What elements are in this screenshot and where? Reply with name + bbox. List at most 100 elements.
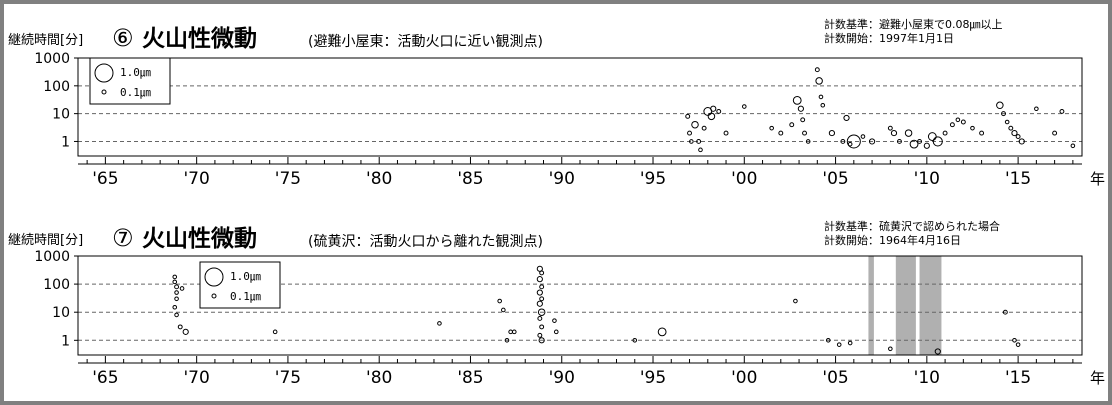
- panel6-data-point-3: [691, 120, 699, 129]
- panel6-xtick-label-2010: '10: [914, 169, 940, 189]
- panel6-data-point-48: [1001, 111, 1006, 117]
- panel7-plot-frame: [77, 255, 1083, 356]
- panel7-data-point-34: [825, 338, 831, 343]
- panel7-data-point-38: [934, 348, 941, 355]
- panel6-data-point-55: [1052, 130, 1058, 136]
- panel7-data-point-30: [553, 329, 559, 335]
- panel7-data-point-7: [179, 286, 185, 291]
- panel6-xtick-label-1995: '95: [640, 169, 666, 189]
- panel6-data-point-13: [769, 125, 774, 131]
- panel7-xtick-label-1970: '70: [183, 368, 209, 388]
- panel6-note-criterion: 計数基準：避難小屋東で0.08㎛以上: [824, 17, 1003, 31]
- panel6-data-point-10: [716, 108, 722, 114]
- panel6-xtick-label-1965: '65: [92, 169, 118, 189]
- panel7-data-point-25: [537, 315, 543, 321]
- panel6-data-point-41: [942, 130, 948, 136]
- panel6-data-point-50: [1008, 125, 1014, 131]
- panel7-legend-label-small: 0.1㎛: [230, 290, 261, 303]
- panel7-data-point-29: [552, 318, 557, 323]
- panel7-ytick-label-100: 100: [43, 277, 70, 293]
- panel7-data-point-11: [437, 321, 442, 326]
- panel6-ylabel: 継続時間[分]: [8, 33, 83, 48]
- panel6-subtitle: (避難小屋東：活動火口に近い観測点): [308, 33, 543, 50]
- panel7-data-point-23: [536, 300, 543, 307]
- panel7-data-point-27: [537, 332, 543, 338]
- panel7-data-point-20: [539, 284, 545, 290]
- panel6-data-point-52: [1015, 134, 1021, 140]
- panel6-data-point-7: [703, 107, 713, 116]
- panel6-xtick-label-2000: '00: [731, 169, 757, 189]
- panel6-xtick-label-1985: '85: [457, 169, 483, 189]
- panel7-data-point-35: [836, 342, 842, 347]
- panel7-data-point-40: [1012, 338, 1017, 343]
- panel6-data-point-14: [778, 130, 784, 136]
- panel6-ytick-label-100: 100: [43, 79, 70, 95]
- panel7-xtick-label-1965: '65: [92, 368, 118, 388]
- panel7-data-point-39: [1002, 309, 1008, 315]
- panel6-data-point-6: [701, 125, 707, 131]
- panel7-data-point-4: [174, 296, 179, 302]
- panel7-note-start: 計数開始：1964年4月16日: [824, 233, 961, 247]
- panel6-data-point-18: [800, 117, 806, 123]
- panel7-data-point-33: [793, 298, 798, 304]
- panel6-data-point-25: [828, 129, 836, 137]
- panel7-xtick-label-1985: '85: [457, 368, 483, 388]
- panel7-data-point-3: [174, 290, 179, 295]
- panel6-data-point-44: [960, 119, 966, 125]
- panel7-note-criterion: 計数基準：硫黄沢で認められた場合: [824, 219, 1000, 233]
- panel7-data-point-5: [172, 304, 178, 310]
- panel6-data-point-5: [698, 147, 703, 153]
- panel6-data-point-23: [818, 94, 824, 100]
- panel7-x-unit: 年: [1090, 369, 1105, 387]
- panel6-data-point-34: [897, 139, 902, 144]
- panel6-legend-marker-small: [101, 89, 107, 95]
- panel7-legend-label-large: 1.0㎛: [230, 270, 261, 283]
- panel6-data-point-39: [927, 132, 937, 141]
- panel7-data-point-26: [539, 324, 545, 330]
- panel7-subtitle: (硫黄沢：活動火口から離れた観測点): [308, 233, 543, 250]
- panel7-ytick-label-1000: 1000: [34, 249, 70, 265]
- panel6-data-point-29: [846, 134, 861, 149]
- panel6-note-start: 計数開始：1997年1月1日: [824, 31, 954, 45]
- panel7-shaded-period-2: [919, 256, 942, 355]
- panel6-ytick-label-1: 1: [61, 134, 70, 150]
- tremor-charts: 継続時間[分] ⑥ 火山性微動 (避難小屋東：活動火口に近い観測点) 計数基準：避難小屋…: [8, 17, 1105, 388]
- panel6-xtick-label-2015: '15: [1005, 169, 1031, 189]
- panel6-title: 火山性微動: [142, 25, 257, 52]
- panel6-data-point-56: [1059, 108, 1065, 114]
- panel7-xtick-label-2010: '10: [914, 368, 940, 388]
- panel7-data-point-2: [174, 284, 180, 290]
- panel6-data-point-38: [923, 142, 930, 149]
- panel7-data-point-1: [172, 279, 178, 285]
- panel6-data-point-31: [868, 138, 876, 145]
- panel7-xtick-label-1995: '95: [640, 368, 666, 388]
- panel7-data-point-15: [511, 329, 517, 335]
- panel6-data-point-54: [1034, 106, 1039, 112]
- panel6-data-point-51: [1011, 129, 1018, 137]
- panel6-data-point-35: [904, 129, 913, 137]
- panel6-ytick-label-1000: 1000: [34, 51, 70, 67]
- panel7-data-point-8: [177, 324, 183, 330]
- panel7-xtick-label-2015: '15: [1005, 368, 1031, 388]
- panel6-data-point-57: [1070, 143, 1076, 149]
- panel7-xtick-label-2005: '05: [822, 368, 848, 388]
- panel6-data-point-8: [707, 112, 716, 121]
- panel6-xtick-label-1990: '90: [549, 169, 575, 189]
- panel7-data-point-19: [536, 276, 543, 283]
- panel6-data-point-15: [789, 122, 795, 128]
- panel6-data-point-49: [1004, 119, 1010, 125]
- panel7-xtick-label-2000: '00: [731, 368, 757, 388]
- panel6-data-point-24: [820, 102, 826, 108]
- panel6-legend-label-large: 1.0㎛: [120, 66, 151, 79]
- panel6-x-unit: 年: [1090, 170, 1105, 188]
- panel6-data-point-43: [955, 117, 961, 123]
- panel6-data-point-26: [840, 139, 846, 144]
- panel7-data-point-41: [1015, 342, 1021, 347]
- panel6-legend-label-small: 0.1㎛: [120, 86, 151, 99]
- panel7-xtick-label-1990: '90: [549, 368, 575, 388]
- panel7-ytick-label-1: 1: [61, 333, 70, 349]
- panel7-xtick-label-1980: '80: [366, 368, 392, 388]
- panel7-data-point-16: [504, 338, 510, 343]
- panel6-data-point-22: [815, 77, 823, 85]
